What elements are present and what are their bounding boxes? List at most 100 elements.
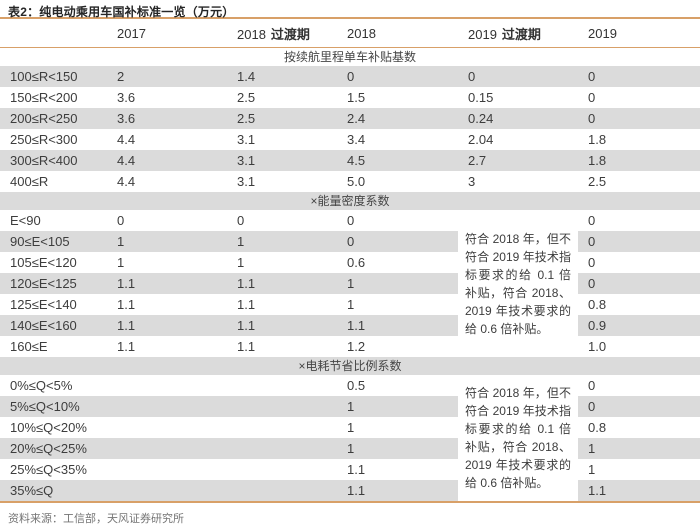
cell-2019: 1 [588, 462, 596, 477]
table-row: 200≤R<250 3.6 2.5 2.4 0.24 0 [0, 108, 700, 129]
row-label: 105≤E<120 [10, 255, 77, 270]
header-year: 2019 [588, 25, 617, 41]
cell-2018: 0 [347, 213, 355, 228]
table-row: 35%≤Q 1.1 1.1 [0, 480, 700, 501]
cell-2019: 0.8 [588, 297, 607, 312]
cell-2018: 5.0 [347, 174, 366, 189]
cell-2017: 4.4 [117, 174, 136, 189]
source-note: 资料来源：工信部，天风证券研究所 [8, 513, 184, 525]
cell-2017: 4.4 [117, 153, 136, 168]
cell-2017: 4.4 [117, 132, 136, 147]
cell-2019: 0 [588, 213, 596, 228]
cell-2019: 0 [588, 399, 596, 414]
row-label: 250≤R<300 [10, 132, 78, 147]
section-header: ×电耗节省比例系数 [0, 357, 700, 375]
cell-2019: 0.9 [588, 318, 607, 333]
header-suffix: 过渡期 [501, 26, 541, 42]
cell-2018: 4.5 [347, 153, 366, 168]
cell-2018-transition: 3.1 [237, 153, 256, 168]
merged-note-text: 符合 2018 年，但不符合 2019 年技术指标要求的给 0.1 倍补贴，符合… [465, 386, 571, 490]
cell-2019: 0 [588, 90, 596, 105]
cell-2018: 0 [347, 234, 355, 249]
cell-2018-transition: 1.1 [237, 276, 256, 291]
table-row: 25%≤Q<35% 1.1 1 [0, 459, 700, 480]
header-col-2017: 2017 [107, 26, 227, 41]
row-label: 300≤R<400 [10, 153, 78, 168]
cell-2018-transition: 1.4 [237, 69, 256, 84]
cell-2019: 0 [588, 276, 596, 291]
cell-2018: 0.5 [347, 378, 366, 393]
header-year: 2019 [468, 26, 497, 42]
table-row: 100≤R<150 2 1.4 0 0 0 [0, 66, 700, 87]
row-label: 90≤E<105 [10, 234, 70, 249]
table-section: ×电耗节省比例系数 0%≤Q<5% 0.5 0 5%≤Q<10% 1 0 10%≤Q<20% 1… [0, 357, 700, 501]
cell-2018-transition: 1 [237, 234, 245, 249]
table-row: 300≤R<400 4.4 3.1 4.5 2.7 1.8 [0, 150, 700, 171]
cell-2018: 1.2 [347, 339, 366, 354]
table-row: 250≤R<300 4.4 3.1 3.4 2.04 1.8 [0, 129, 700, 150]
row-label: 400≤R [10, 174, 49, 189]
cell-2019: 1 [588, 441, 596, 456]
cell-2018-transition: 2.5 [237, 90, 256, 105]
cell-2019-transition: 3 [468, 174, 476, 189]
cell-2017: 0 [117, 213, 125, 228]
cell-2019-transition: 2.04 [468, 132, 494, 147]
cell-2017: 3.6 [117, 111, 136, 126]
row-label: 100≤R<150 [10, 69, 78, 84]
table-body: 按续航里程单车补贴基数 100≤R<150 2 1.4 0 0 0 150≤R<200 3.6 2… [0, 48, 700, 501]
row-label: 25%≤Q<35% [10, 462, 87, 477]
cell-2018: 0 [347, 69, 355, 84]
table-row: 160≤E 1.1 1.1 1.2 1.0 [0, 336, 700, 357]
cell-2018: 1 [347, 276, 355, 291]
cell-2017: 1.1 [117, 297, 136, 312]
table-row: 140≤E<160 1.1 1.1 1.1 0.9 [0, 315, 700, 336]
merged-note-cell: 符合 2018 年，但不符合 2019 年技术指标要求的给 0.1 倍补贴，符合… [458, 375, 578, 501]
row-label: 10%≤Q<20% [10, 420, 87, 435]
cell-2019: 1.0 [588, 339, 607, 354]
merged-note-cell: 符合 2018 年，但不符合 2019 年技术指标要求的给 0.1 倍补贴，符合… [458, 210, 578, 357]
table-section: 按续航里程单车补贴基数 100≤R<150 2 1.4 0 0 0 150≤R<200 3.6 2… [0, 48, 700, 192]
table-section: ×能量密度系数 E<90 0 0 0 0 90≤E<105 1 1 0 0 105≤E<120 1 1 0.… [0, 192, 700, 357]
cell-2017: 3.6 [117, 90, 136, 105]
table-row: 150≤R<200 3.6 2.5 1.5 0.15 0 [0, 87, 700, 108]
cell-2019: 0 [588, 69, 596, 84]
row-label: 120≤E<125 [10, 276, 77, 291]
table-row: 120≤E<125 1.1 1.1 1 0 [0, 273, 700, 294]
cell-2017: 2 [117, 69, 125, 84]
table-row: 400≤R 4.4 3.1 5.0 3 2.5 [0, 171, 700, 192]
table-row: 20%≤Q<25% 1 1 [0, 438, 700, 459]
cell-2017: 1 [117, 234, 125, 249]
row-label: 35%≤Q [10, 483, 54, 498]
cell-2019: 0 [588, 111, 596, 126]
header-year: 2017 [117, 25, 146, 41]
header-col-2018-transition: 2018 过渡期 [227, 24, 337, 43]
cell-2018-transition: 1.1 [237, 318, 256, 333]
cell-2018: 1.1 [347, 462, 366, 477]
cell-2019: 0.8 [588, 420, 607, 435]
table-row: 90≤E<105 1 1 0 0 [0, 231, 700, 252]
row-label: 5%≤Q<10% [10, 399, 80, 414]
cell-2018: 1 [347, 420, 355, 435]
cell-2017: 1.1 [117, 318, 136, 333]
cell-2017: 1.1 [117, 276, 136, 291]
cell-2019: 1.1 [588, 483, 607, 498]
row-label: 160≤E [10, 339, 48, 354]
cell-2019-transition: 0 [468, 69, 476, 84]
cell-2019-transition: 0.24 [468, 111, 494, 126]
table-row: 125≤E<140 1.1 1.1 1 0.8 [0, 294, 700, 315]
cell-2018: 3.4 [347, 132, 366, 147]
table-row: 0%≤Q<5% 0.5 0 [0, 375, 700, 396]
cell-2018-transition: 0 [237, 213, 245, 228]
section-header: 按续航里程单车补贴基数 [0, 48, 700, 66]
row-label: 200≤R<250 [10, 111, 78, 126]
merged-note-text: 符合 2018 年，但不符合 2019 年技术指标要求的给 0.1 倍补贴，符合… [465, 231, 571, 336]
cell-2019-transition: 2.7 [468, 153, 487, 168]
cell-2018: 0.6 [347, 255, 366, 270]
row-label: 20%≤Q<25% [10, 441, 87, 456]
cell-2018: 1 [347, 297, 355, 312]
header-col-2018: 2018 [337, 26, 458, 41]
table-title: 表2：纯电动乘用车国补标准一览（万元） [8, 5, 235, 19]
cell-2019: 0 [588, 234, 596, 249]
cell-2018: 1 [347, 441, 355, 456]
